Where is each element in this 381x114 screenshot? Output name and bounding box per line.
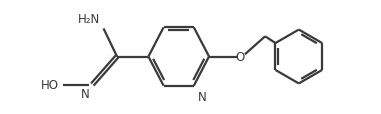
Text: H₂N: H₂N	[78, 13, 100, 26]
Text: N: N	[81, 87, 90, 100]
Text: N: N	[199, 90, 207, 103]
Text: HO: HO	[41, 78, 59, 91]
Text: O: O	[236, 51, 245, 63]
